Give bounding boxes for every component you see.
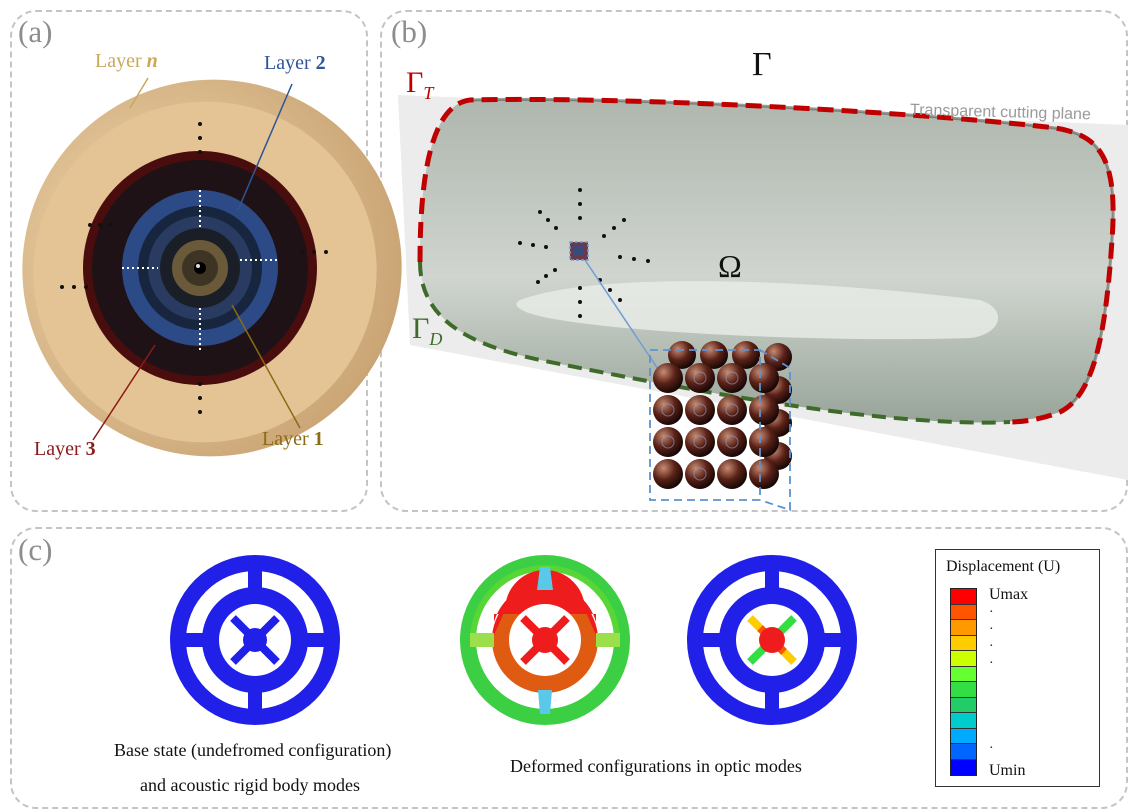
unit-cell-optic-2 xyxy=(687,555,857,725)
label-gamma-d: ΓD xyxy=(412,312,443,349)
legend-dots: · · · · · xyxy=(989,605,994,756)
legend-swatch xyxy=(951,682,976,698)
legend-swatch xyxy=(951,635,976,651)
rve-lattice xyxy=(649,341,792,512)
legend-title: Displacement (U) xyxy=(946,558,1061,575)
caption-base-state-line1: Base state (undefromed configuration) xyxy=(114,740,392,760)
panel-b-label: (b) xyxy=(391,14,428,49)
boundary-gamma-t xyxy=(417,96,1116,425)
label-layer-3: Layer 3 xyxy=(34,438,96,460)
legend-min-label: Umin xyxy=(989,762,1026,779)
legend-swatch xyxy=(951,728,976,744)
legend-swatch xyxy=(951,744,976,760)
panel-a-label: (a) xyxy=(18,14,53,49)
legend-swatch xyxy=(951,697,976,713)
legend-swatch xyxy=(951,620,976,636)
label-layer-1: Layer 1 xyxy=(262,428,324,450)
caption-optic-modes: Deformed configurations in optic modes xyxy=(510,756,802,776)
displacement-legend: Displacement (U) Umax Umin · · · · · xyxy=(935,549,1100,787)
label-gamma: Γ xyxy=(752,46,772,83)
legend-swatch xyxy=(951,666,976,682)
layered-sphere xyxy=(22,77,402,457)
label-gamma-t: ΓT xyxy=(406,66,434,103)
panel-c-label: (c) xyxy=(18,532,53,567)
boundary-gamma-d xyxy=(418,261,1011,425)
unit-cell-optic-1 xyxy=(460,555,630,725)
unit-cell-base xyxy=(170,555,340,725)
label-omega: Ω xyxy=(718,248,742,284)
legend-color-scale xyxy=(950,588,977,776)
legend-swatch xyxy=(951,713,976,729)
label-layer-n: Layer n xyxy=(95,50,158,72)
legend-swatch xyxy=(951,759,976,775)
legend-swatch xyxy=(951,651,976,667)
caption-base-state-line2: and acoustic rigid body modes xyxy=(140,775,360,795)
legend-swatch xyxy=(951,604,976,620)
label-layer-2: Layer 2 xyxy=(264,52,326,74)
legend-swatch xyxy=(951,589,976,605)
panel-c-frame xyxy=(10,527,1128,809)
legend-max-label: Umax xyxy=(989,586,1029,603)
